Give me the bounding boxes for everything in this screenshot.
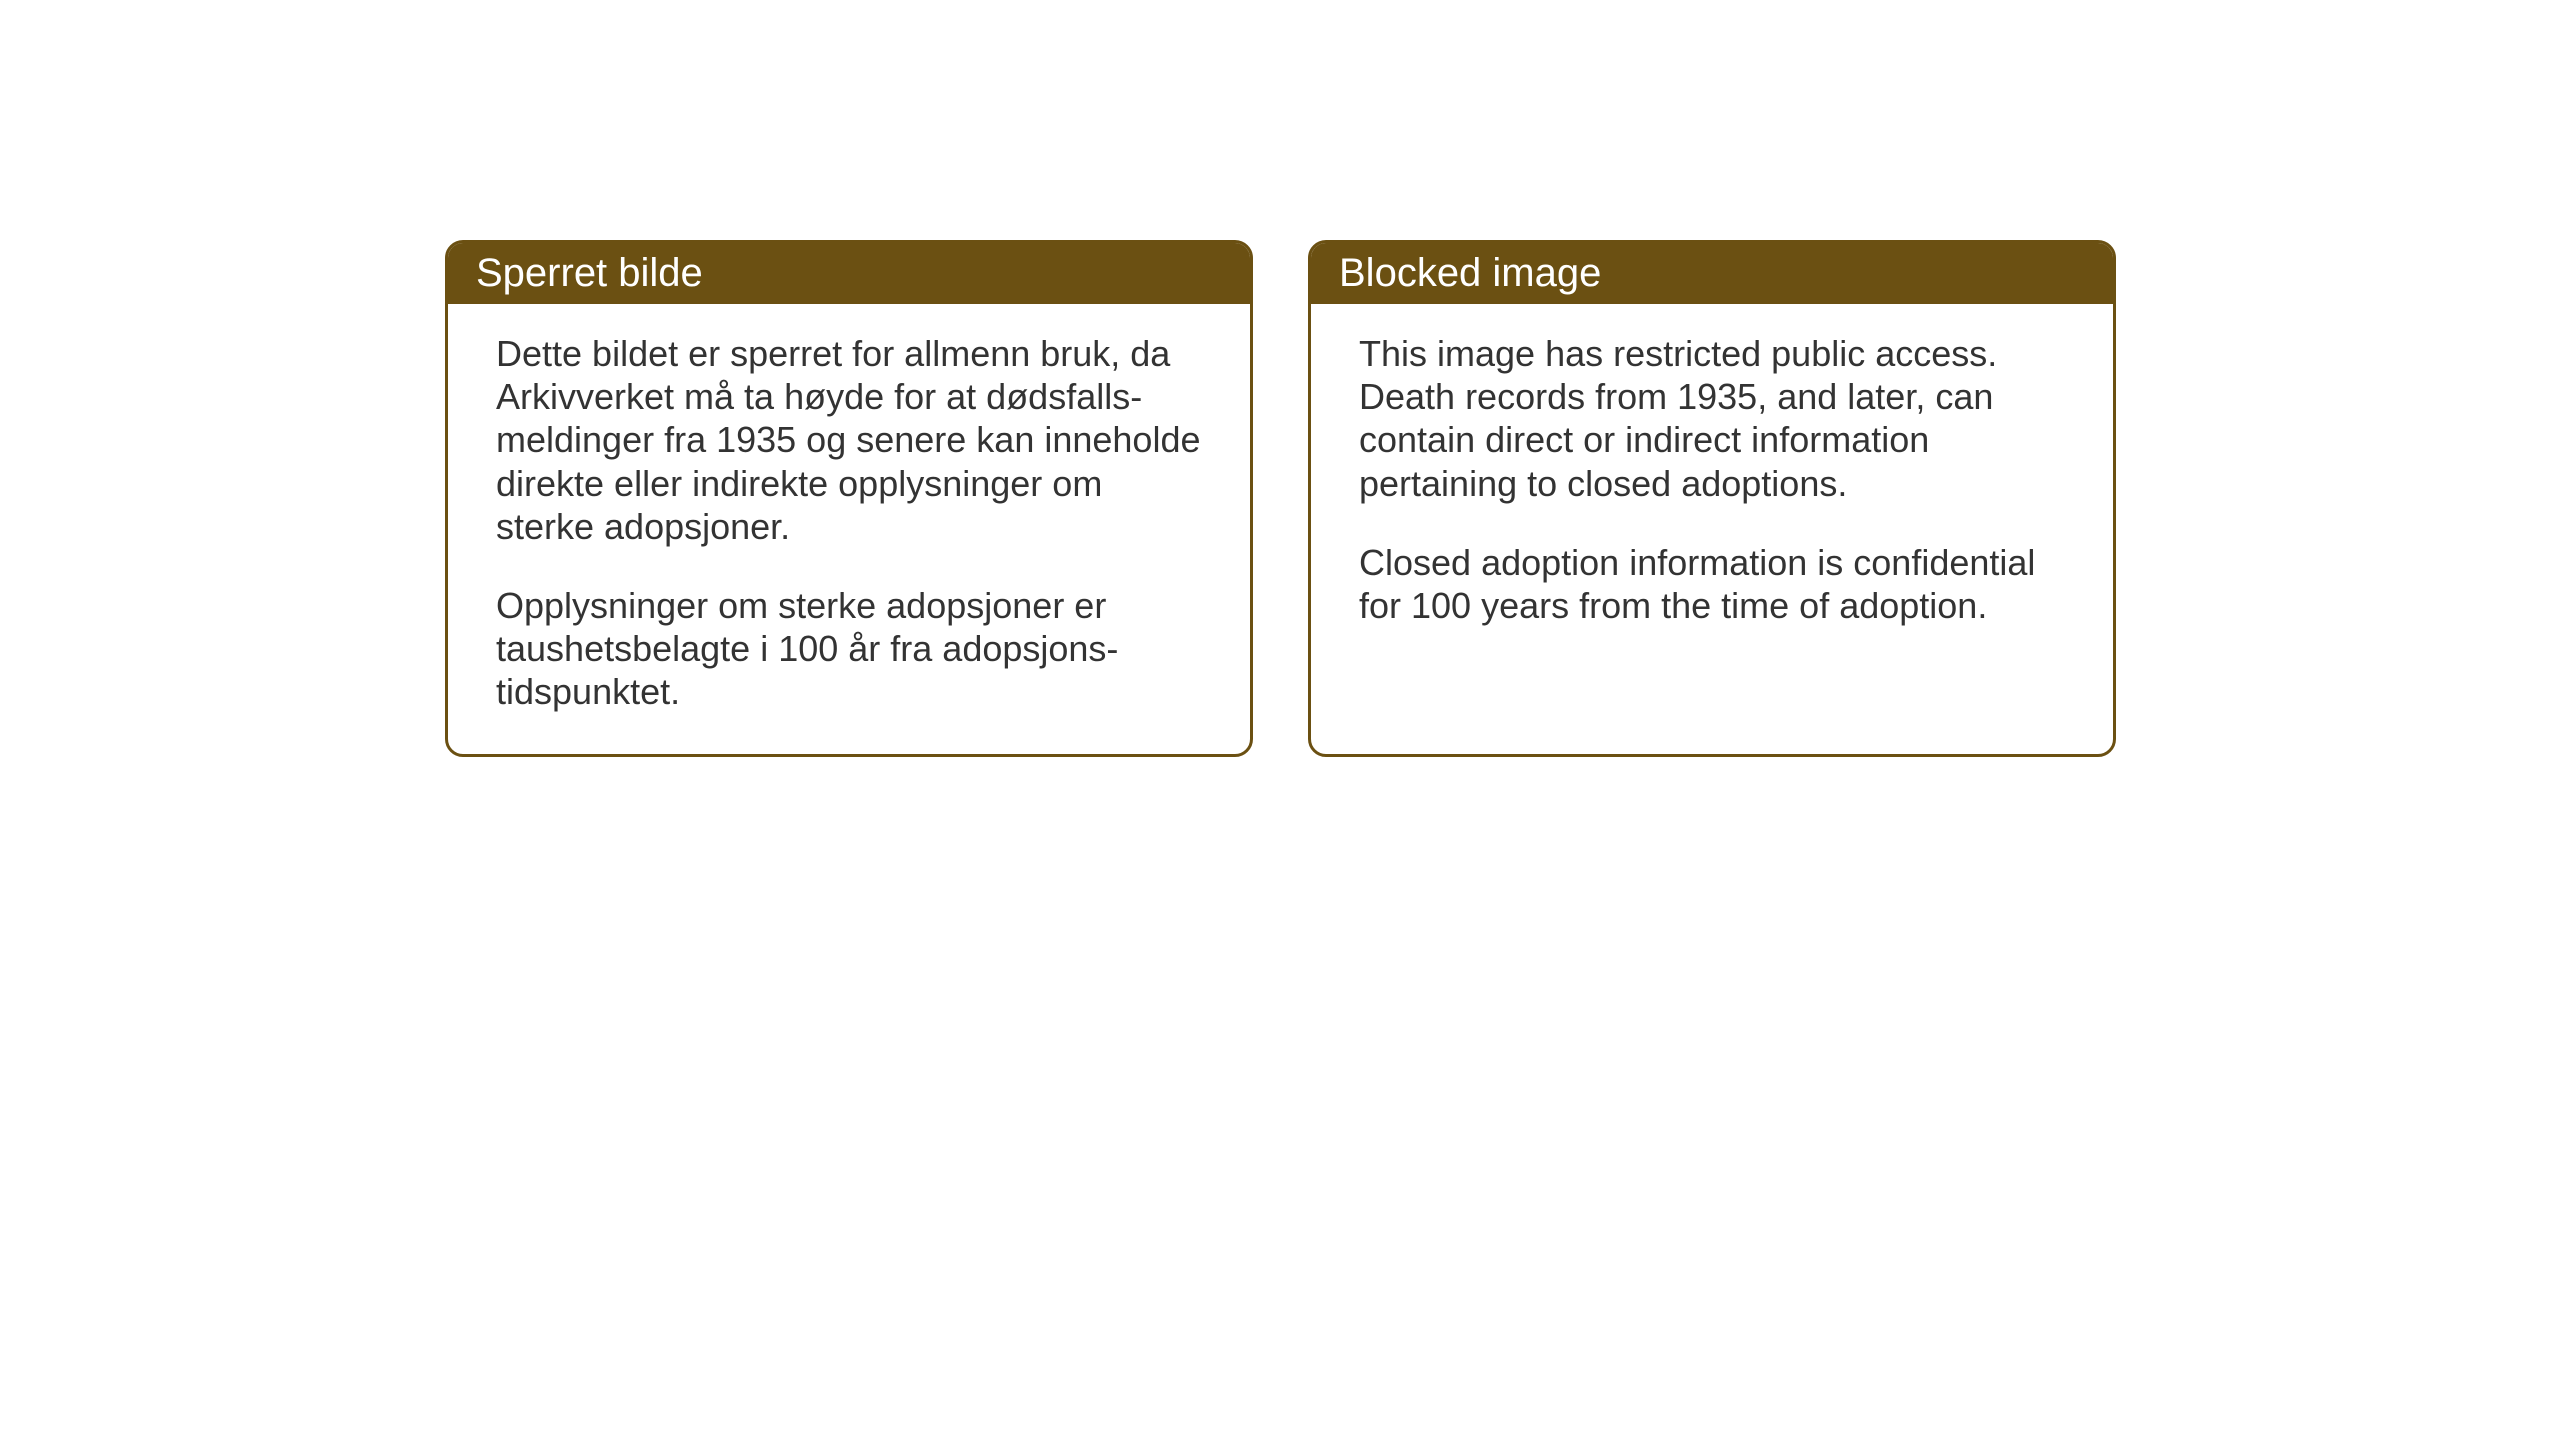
notice-box-english: Blocked image This image has restricted … xyxy=(1308,240,2116,757)
notice-paragraph-1-norwegian: Dette bildet er sperret for allmenn bruk… xyxy=(496,332,1202,548)
notice-paragraph-1-english: This image has restricted public access.… xyxy=(1359,332,2065,505)
notice-body-norwegian: Dette bildet er sperret for allmenn bruk… xyxy=(448,304,1250,754)
notice-header-norwegian: Sperret bilde xyxy=(448,243,1250,304)
notice-container: Sperret bilde Dette bildet er sperret fo… xyxy=(445,240,2116,757)
notice-paragraph-2-english: Closed adoption information is confident… xyxy=(1359,541,2065,627)
notice-paragraph-2-norwegian: Opplysninger om sterke adopsjoner er tau… xyxy=(496,584,1202,714)
notice-box-norwegian: Sperret bilde Dette bildet er sperret fo… xyxy=(445,240,1253,757)
notice-title-english: Blocked image xyxy=(1339,251,1601,295)
notice-header-english: Blocked image xyxy=(1311,243,2113,304)
notice-title-norwegian: Sperret bilde xyxy=(476,251,703,295)
notice-body-english: This image has restricted public access.… xyxy=(1311,304,2113,754)
